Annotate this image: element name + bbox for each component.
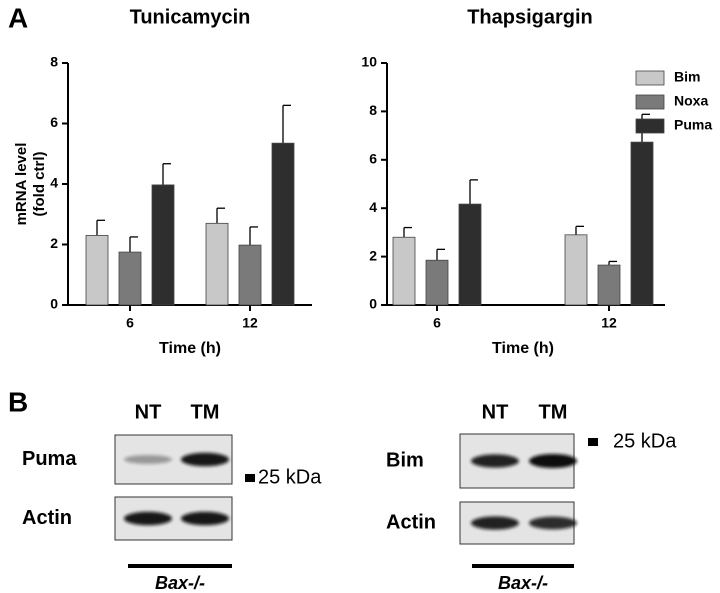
x-axis-label: Time (h): [492, 340, 554, 357]
bar: [392, 236, 416, 306]
blot-band: [529, 454, 577, 468]
panel-label: A: [8, 2, 28, 33]
y-tick-label: 2: [50, 235, 58, 251]
legend-swatch: [635, 94, 665, 110]
blot-band: [181, 511, 229, 526]
genotype-label: Bax-/-: [498, 573, 548, 593]
legend-label: Bim: [674, 69, 700, 85]
y-tick-label: 8: [369, 102, 377, 118]
legend-label: Noxa: [674, 93, 708, 109]
row-label: Actin: [22, 507, 72, 529]
blot-band: [124, 511, 172, 526]
marker-tick: [245, 474, 255, 482]
bar: [238, 244, 262, 306]
bar: [85, 235, 109, 306]
y-axis-label: (fold ctrl): [31, 152, 48, 217]
x-tick-label: 6: [433, 315, 441, 331]
marker-label: 25 kDa: [613, 430, 677, 452]
x-tick-label: 6: [126, 315, 134, 331]
bar: [425, 259, 449, 306]
chart-title: Tunicamycin: [130, 6, 251, 28]
lane-label: TM: [191, 401, 220, 423]
blot-band: [471, 516, 519, 530]
y-tick-label: 2: [369, 247, 377, 263]
bar: [151, 184, 175, 306]
marker-label: 25 kDa: [258, 466, 322, 488]
legend-label: Puma: [674, 117, 712, 133]
y-tick-label: 8: [50, 54, 58, 70]
bar: [458, 203, 482, 306]
bar: [205, 222, 229, 306]
y-axis-label: mRNA level: [13, 143, 30, 226]
bar: [630, 141, 654, 306]
row-label: Actin: [386, 511, 436, 533]
x-tick-label: 12: [601, 315, 617, 331]
lane-label: TM: [539, 401, 568, 423]
y-tick-label: 0: [369, 296, 377, 312]
legend-swatch: [635, 70, 665, 86]
legend-swatch: [635, 118, 665, 134]
y-tick-label: 4: [50, 175, 58, 191]
chart-title: Thapsigargin: [467, 6, 593, 28]
bar: [597, 264, 621, 306]
panel-label: B: [8, 386, 28, 417]
y-tick-label: 6: [50, 114, 58, 130]
lane-label: NT: [482, 401, 509, 423]
x-tick-label: 12: [242, 315, 258, 331]
blot-band: [471, 454, 519, 468]
lane-label: NT: [135, 401, 162, 423]
blot-band: [124, 455, 172, 464]
bar: [118, 251, 142, 306]
y-tick-label: 10: [361, 54, 377, 70]
blot-band: [181, 452, 229, 467]
row-label: Bim: [386, 449, 424, 471]
marker-tick: [588, 438, 598, 446]
y-tick-label: 0: [50, 296, 58, 312]
blot-band: [529, 516, 577, 530]
x-axis-label: Time (h): [159, 340, 221, 357]
bar: [271, 142, 295, 306]
y-tick-label: 6: [369, 151, 377, 167]
y-tick-label: 4: [369, 199, 377, 215]
genotype-label: Bax-/-: [155, 573, 205, 593]
row-label: Puma: [22, 448, 77, 470]
bar: [564, 234, 588, 306]
